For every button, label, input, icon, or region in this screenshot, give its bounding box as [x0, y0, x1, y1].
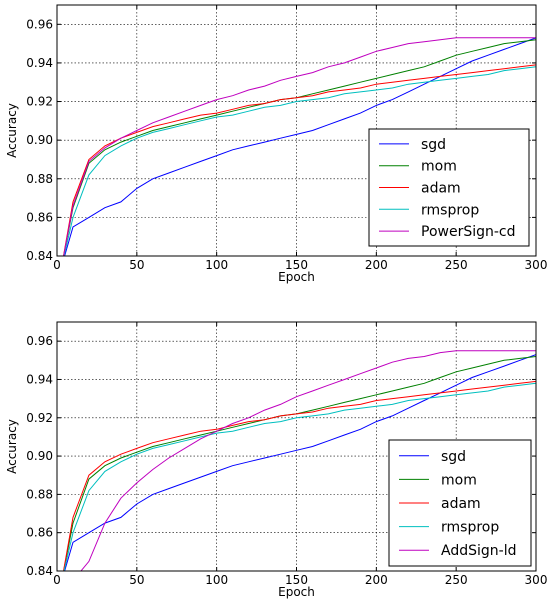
chart-panel-1: 0 50 100 150 200 250 300 0.84 0.86 0.88 0.90 0.92 0.…: [5, 4, 548, 284]
x-tick-label: 100: [205, 258, 228, 272]
x-axis-label: Epoch: [278, 585, 315, 599]
x-tick-label: 200: [365, 573, 388, 587]
x-tick-label: 300: [525, 258, 548, 272]
series-line-rmsprop: [63, 382, 536, 571]
series-line-sgd: [64, 354, 536, 571]
x-tick-label: 0: [53, 573, 61, 587]
legend-label-adam: adam: [421, 181, 461, 197]
x-tick-label: 0: [53, 258, 61, 272]
legend-label-adam: adam: [441, 496, 481, 512]
y-tick-label: 0.88: [26, 172, 53, 186]
x-tick-label: 50: [129, 573, 144, 587]
y-tick-label: 0.86: [26, 210, 53, 224]
series-line-rmsprop: [63, 66, 536, 256]
legend-label-AddSign-ld: AddSign-ld: [441, 543, 516, 559]
legend-label-mom: mom: [421, 159, 457, 175]
x-axis-label: Epoch: [278, 270, 315, 284]
y-tick-label: 0.84: [26, 564, 53, 578]
y-tick-label: 0.96: [26, 17, 53, 31]
series-line-sgd: [64, 37, 536, 256]
legend: sgd mom adam rmsprop AddSign-ld: [388, 439, 532, 567]
y-axis-label: Accuracy: [5, 419, 19, 474]
y-tick-label: 0.94: [26, 372, 53, 386]
y-tick-label: 0.96: [26, 334, 53, 348]
x-tick-label: 150: [285, 573, 308, 587]
series-line-adam: [62, 64, 536, 256]
y-axis-label: Accuracy: [5, 103, 19, 158]
legend-label-sgd: sgd: [421, 137, 446, 153]
legend-label-rmsprop: rmsprop: [441, 520, 499, 536]
chart-panel-2: 0 50 100 150 200 250 300 0.84 0.86 0.88 0.90 0.92 0.…: [5, 321, 548, 599]
legend-label-sgd: sgd: [441, 449, 466, 465]
x-tick-label: 100: [205, 573, 228, 587]
y-tick-label: 0.88: [26, 487, 53, 501]
x-tick-label: 50: [129, 258, 144, 272]
y-tick-label: 0.90: [26, 449, 53, 463]
legend-label-PowerSign-cd: PowerSign-cd: [421, 224, 516, 240]
y-tick-label: 0.94: [26, 56, 53, 70]
y-tick-label: 0.92: [26, 411, 53, 425]
x-tick-label: 250: [445, 573, 468, 587]
y-tick-label: 0.90: [26, 133, 53, 147]
x-tick-label: 150: [285, 258, 308, 272]
x-tick-label: 200: [365, 258, 388, 272]
y-tick-label: 0.92: [26, 95, 53, 109]
legend-label-mom: mom: [441, 472, 477, 488]
series-line-adam: [62, 380, 536, 571]
series-line-AddSign-ld: [80, 350, 536, 571]
legend: sgd mom adam rmsprop PowerSign-cd: [368, 128, 530, 247]
series-line-PowerSign-cd: [63, 37, 536, 256]
x-tick-label: 250: [445, 258, 468, 272]
x-tick-label: 300: [525, 573, 548, 587]
legend-label-rmsprop: rmsprop: [421, 202, 479, 218]
y-tick-label: 0.84: [26, 249, 53, 263]
y-tick-label: 0.86: [26, 526, 53, 540]
